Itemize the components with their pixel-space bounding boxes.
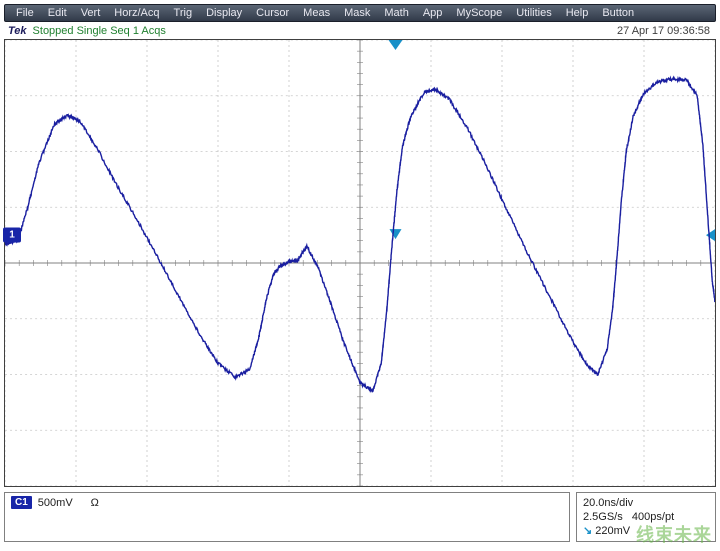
timebase-line: 20.0ns/div <box>583 496 709 510</box>
brand-label: Tek <box>8 25 27 37</box>
menu-item-vert[interactable]: Vert <box>74 5 108 21</box>
menu-item-math[interactable]: Math <box>377 5 415 21</box>
menu-item-utilities[interactable]: Utilities <box>509 5 558 21</box>
channel-scale: 500mV <box>38 496 73 510</box>
menu-item-cursor[interactable]: Cursor <box>249 5 296 21</box>
menu-item-horz-acq[interactable]: Horz/Acq <box>107 5 166 21</box>
status-row: Tek Stopped Single Seq 1 Acqs 27 Apr 17 … <box>4 23 716 38</box>
menu-item-help[interactable]: Help <box>559 5 596 21</box>
scope-display[interactable]: 1 <box>4 39 716 487</box>
menu-item-meas[interactable]: Meas <box>296 5 337 21</box>
readout-row: C1 500mV Ω 20.0ns/div 2.5GS/s 400ps/pt ↘… <box>4 492 716 542</box>
menu-bar: FileEditVertHorz/AcqTrigDisplayCursorMea… <box>4 4 716 22</box>
scope-grid-svg <box>5 40 715 486</box>
menu-item-button[interactable]: Button <box>595 5 641 21</box>
channel-coupling: Ω <box>91 496 99 510</box>
timebase-readout[interactable]: 20.0ns/div 2.5GS/s 400ps/pt ↘ 220mV <box>576 492 716 542</box>
trigger-level-line: ↘ 220mV <box>583 524 709 538</box>
datetime-label: 27 Apr 17 09:36:58 <box>617 25 710 37</box>
samplerate-line: 2.5GS/s 400ps/pt <box>583 510 709 524</box>
menu-item-trig[interactable]: Trig <box>167 5 200 21</box>
menu-item-mask[interactable]: Mask <box>337 5 377 21</box>
menu-item-display[interactable]: Display <box>199 5 249 21</box>
menu-item-file[interactable]: File <box>9 5 41 21</box>
channel-1-marker[interactable]: 1 <box>3 228 21 243</box>
trigger-slope-icon: ↘ <box>583 525 592 537</box>
acquisition-status: Stopped Single Seq 1 Acqs <box>33 25 166 37</box>
menu-item-myscope[interactable]: MyScope <box>449 5 509 21</box>
channel-badge: C1 <box>11 496 32 509</box>
channel-readout[interactable]: C1 500mV Ω <box>4 492 570 542</box>
menu-item-app[interactable]: App <box>416 5 450 21</box>
menu-item-edit[interactable]: Edit <box>41 5 74 21</box>
oscilloscope-window: FileEditVertHorz/AcqTrigDisplayCursorMea… <box>0 0 720 551</box>
